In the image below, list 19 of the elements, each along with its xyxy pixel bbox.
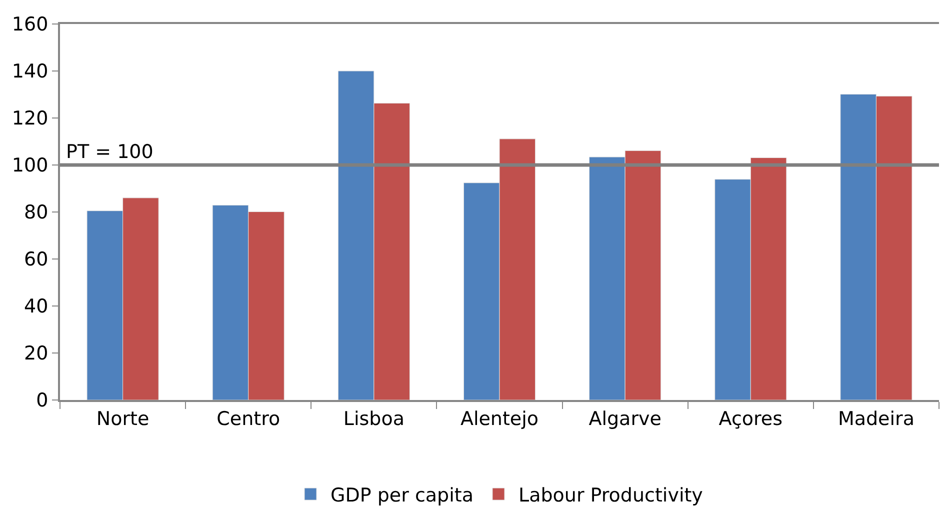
y-tick-label: 20: [24, 342, 48, 365]
x-tick-label: Alentejo: [460, 408, 539, 430]
y-tick-label: 40: [24, 296, 48, 318]
y-tick-label: 160: [12, 14, 48, 36]
y-tick-label: 0: [36, 390, 48, 412]
y-tick-label: 80: [24, 202, 48, 224]
x-tick-label: Açores: [718, 408, 782, 430]
x-tick-label: Algarve: [588, 408, 662, 430]
legend-label: Labour Productivity: [518, 484, 703, 506]
y-tick-label: 60: [24, 248, 48, 271]
ref-line-label: PT = 100: [66, 141, 154, 163]
y-tick-label: 100: [12, 154, 48, 177]
x-tick-label: Lisboa: [343, 408, 404, 430]
y-tick-label: 140: [12, 60, 48, 83]
legend-label: GDP per capita: [330, 484, 474, 506]
x-tick-label: Centro: [216, 408, 280, 430]
x-tick-label: Madeira: [838, 408, 914, 430]
y-tick-label: 120: [12, 108, 48, 130]
x-tick-label: Norte: [96, 408, 150, 430]
